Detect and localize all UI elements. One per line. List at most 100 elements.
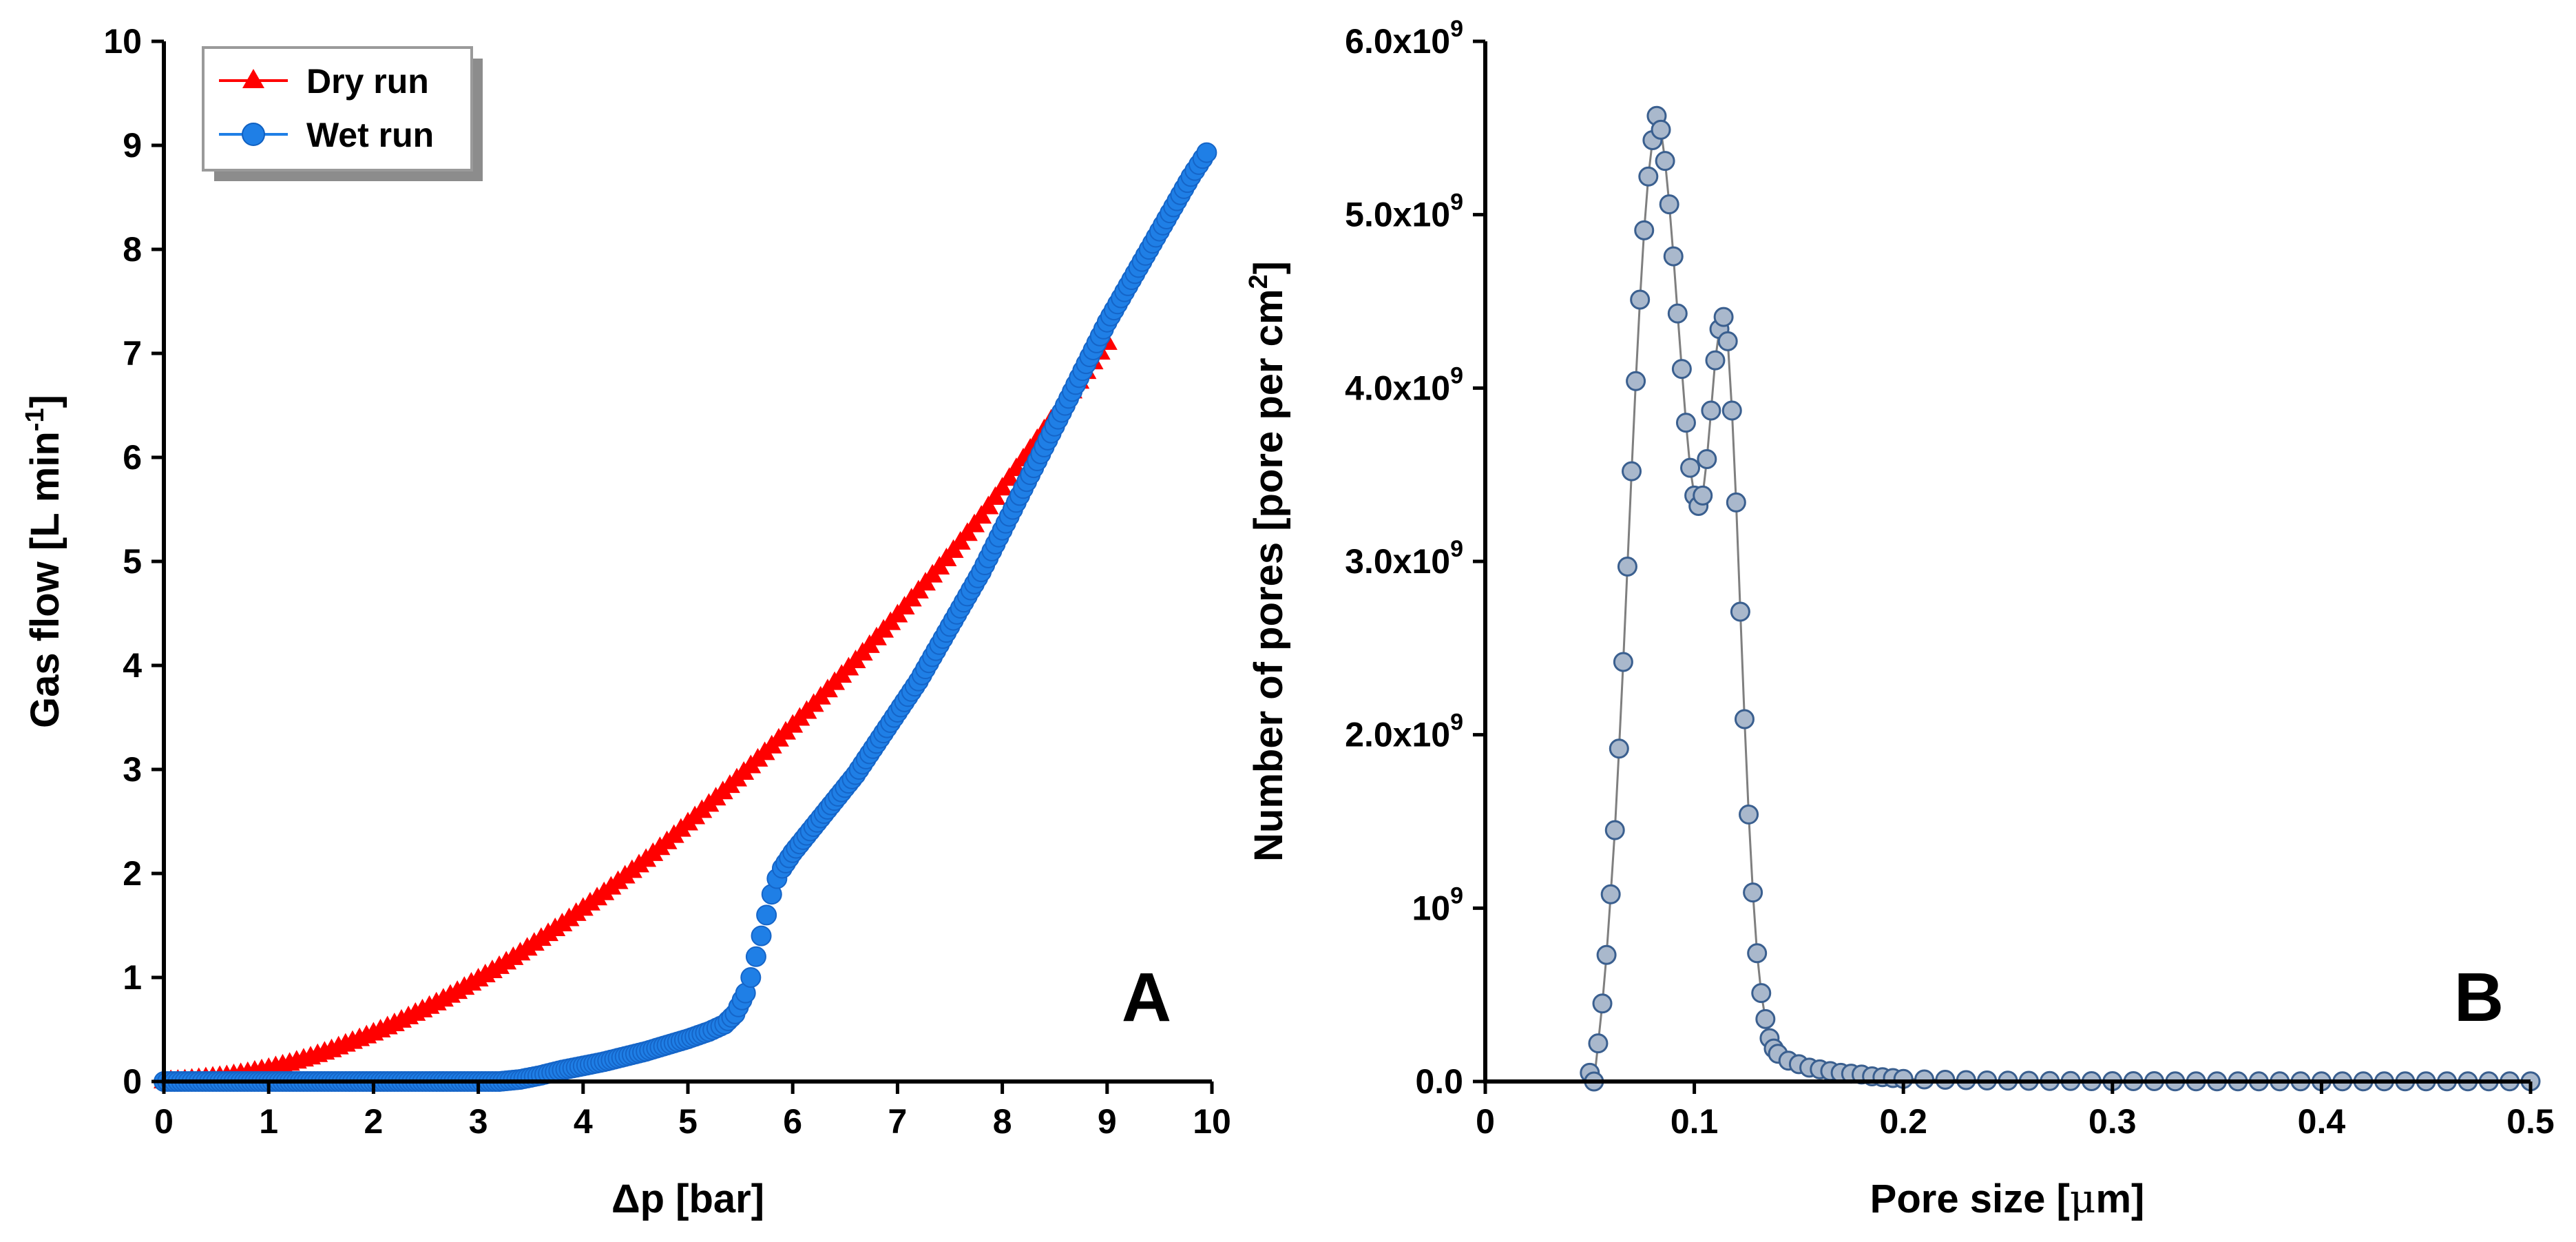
panel-b-x-tick-label: 0.3 (2088, 1102, 2137, 1141)
pore-distribution-point (1613, 652, 1633, 672)
pore-distribution-point (1717, 331, 1738, 351)
pore-distribution-point (1630, 289, 1651, 310)
dry-run-point (998, 467, 1020, 486)
panel-a-y-axis-title: Gas flow [L min-1] (21, 395, 67, 728)
pore-distribution-point (1721, 400, 1742, 421)
pore-distribution-point (1600, 884, 1621, 904)
pore-distribution-point (1596, 944, 1617, 965)
pore-distribution-line (1589, 115, 2531, 1086)
pore-distribution-point (1734, 709, 1755, 729)
panel-a-y-axis-title-main: Gas flow [L min (23, 431, 67, 728)
pore-distribution-point (1604, 820, 1625, 840)
panel-b-x-tick-label: 0.4 (2298, 1102, 2346, 1141)
panel-a-y-tick-label: 0 (123, 1062, 142, 1101)
panel-a-legend: Dry run Wet run (202, 46, 483, 181)
panel-b-x-tick-label: 0.5 (2506, 1102, 2555, 1141)
panel-b-y-tick-label: 3.0x109 (1345, 536, 1463, 581)
pore-distribution-point (1739, 804, 1759, 825)
pore-distribution-point (1751, 983, 1772, 1004)
panel-b-axes (1483, 41, 2531, 1084)
pore-distribution-point (1701, 400, 1721, 421)
panel-a-x-tick-label: 4 (574, 1102, 593, 1141)
pore-distribution-point (1667, 303, 1688, 324)
panel-a-y-ticks: 0 1 2 3 4 5 6 7 8 9 10 (103, 22, 164, 1101)
panel-a-x-tick-label: 0 (154, 1102, 174, 1141)
legend-wet-run-marker (242, 123, 265, 146)
panel-b-x-tick-label: 0.2 (1879, 1102, 1927, 1141)
pore-distribution-point (1697, 449, 1717, 470)
panel-b-x-axis-title: Pore size [μm] (1870, 1175, 2145, 1222)
wet-run-point (756, 904, 777, 926)
pore-distribution-point (1747, 943, 1768, 964)
pore-distribution-point (1693, 485, 1713, 506)
panel-b-x-tick-label: 0 (1476, 1102, 1495, 1141)
wet-run-point (751, 925, 772, 946)
pore-distribution-point (1705, 350, 1726, 371)
pore-distribution-point (1609, 738, 1629, 759)
dry-run-point (978, 495, 999, 515)
panel-a-chart: 0 1 2 3 4 5 6 7 8 9 10 0 1 2 3 4 5 6 7 8 9 10 Δp [bar] Gas f… (21, 22, 1231, 1221)
panel-a-y-tick-label: 10 (103, 22, 142, 61)
legend-dry-run-marker (242, 69, 264, 88)
panel-a-y-axis-title-close: ] (23, 395, 67, 408)
dry-run-point (992, 477, 1013, 496)
dry-run-point (971, 505, 992, 524)
panel-a-x-tick-label: 8 (993, 1102, 1012, 1141)
dry-run-point (985, 486, 1006, 505)
panel-a-y-tick-label: 9 (123, 126, 142, 165)
pore-distribution-point (1755, 1008, 1776, 1029)
legend-dry-run-label: Dry run (306, 62, 429, 101)
pore-distribution-point (1730, 601, 1750, 622)
wet-run-point (1196, 142, 1217, 163)
panel-a-marks (154, 142, 1217, 1092)
panel-a-x-axis-title: Δp [bar] (611, 1177, 764, 1221)
panel-b-x-axis-title-rest: m] (2095, 1177, 2144, 1221)
pore-distribution-point (1651, 119, 1671, 140)
pore-distribution-point (1617, 557, 1637, 577)
pore-distribution-point (1914, 1069, 1935, 1090)
pore-distribution-point (1680, 457, 1701, 478)
panel-a-x-tick-label: 9 (1098, 1102, 1117, 1141)
panel-a-y-tick-label: 3 (123, 750, 142, 789)
pore-distribution-point (1588, 1033, 1609, 1054)
panel-a-x-tick-label: 3 (469, 1102, 488, 1141)
panel-a-x-ticks: 0 1 2 3 4 5 6 7 8 9 10 (154, 1081, 1231, 1141)
pore-distribution-point (1626, 371, 1646, 391)
panel-a-y-axis-title-sup: -1 (21, 408, 50, 431)
legend-item-dry-run: Dry run (219, 62, 429, 101)
panel-b-y-axis-title-close: ] (1246, 261, 1291, 274)
panel-a-y-tick-label: 1 (123, 958, 142, 997)
series-dry-run (154, 331, 1118, 1088)
panel-a-y-tick-label: 6 (123, 438, 142, 477)
panel-b-x-ticks: 0 0.1 0.2 0.3 0.4 0.5 (1476, 1081, 2555, 1141)
panel-a-y-tick-label: 8 (123, 230, 142, 269)
pore-distribution-point (1592, 993, 1613, 1014)
legend-item-wet-run: Wet run (219, 116, 434, 154)
panel-a-x-tick-label: 2 (364, 1102, 383, 1141)
pore-distribution-point (1655, 151, 1675, 172)
panel-a-x-tick-label: 7 (888, 1102, 907, 1141)
pore-distribution-point (1743, 882, 1763, 903)
panel-a-y-tick-label: 2 (123, 854, 142, 893)
panel-a-x-tick-label: 6 (783, 1102, 802, 1141)
legend-wet-run-label: Wet run (306, 116, 434, 154)
panel-a-x-tick-label: 1 (259, 1102, 278, 1141)
series-wet-run (154, 142, 1217, 1092)
panel-b-y-axis-title-sup: 2 (1244, 274, 1273, 289)
panel-a-label: A (1122, 959, 1171, 1036)
panel-a-y-tick-label: 7 (123, 334, 142, 373)
legend-box (202, 46, 473, 172)
pore-distribution-point (1638, 166, 1659, 187)
panel-a-x-tick-label: 5 (678, 1102, 698, 1141)
panel-a-y-tick-label: 5 (123, 542, 142, 581)
pore-distribution-point (1659, 194, 1679, 215)
pore-distribution-point (1675, 413, 1696, 433)
panel-b-y-axis-title-main: Number of pores [pore per cm (1246, 289, 1291, 861)
panel-a-y-tick-label: 4 (123, 646, 142, 685)
wet-run-point (745, 946, 766, 967)
pore-distribution-point (1663, 246, 1684, 267)
panel-b-y-tick-label: 6.0x109 (1345, 16, 1463, 61)
panel-b-y-tick-label: 109 (1412, 882, 1463, 927)
panel-b-chart: 0 0.1 0.2 0.3 0.4 0.5 0.0 109 2.0x109 3.0x109 4.0… (1244, 16, 2555, 1222)
pore-distribution-point (1671, 359, 1692, 380)
